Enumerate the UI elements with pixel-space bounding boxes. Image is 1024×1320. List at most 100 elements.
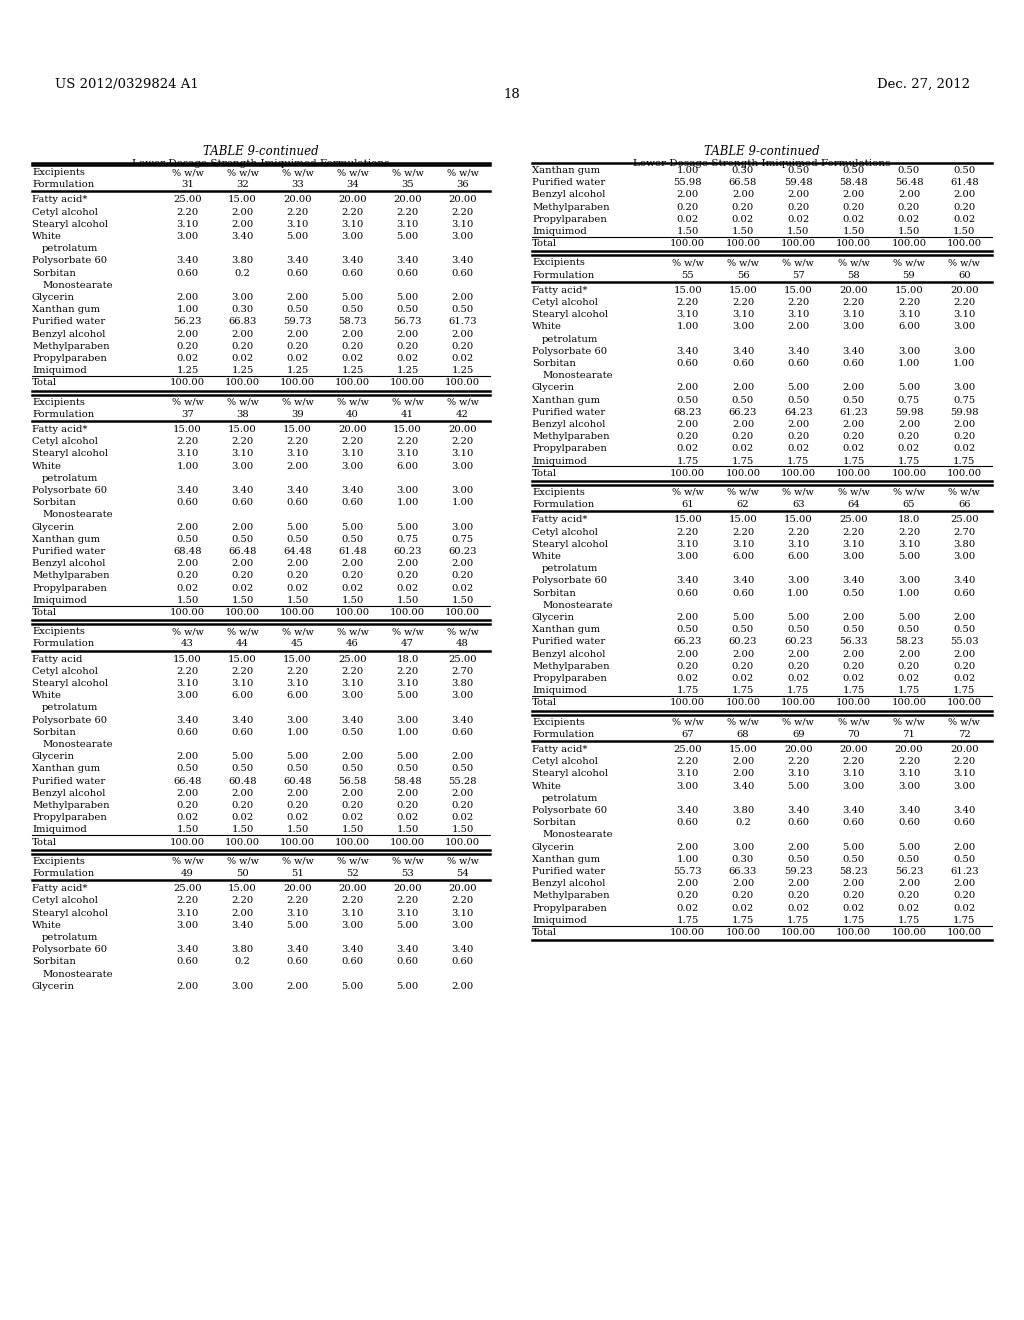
Text: 0.20: 0.20: [898, 661, 921, 671]
Text: 25.00: 25.00: [173, 195, 202, 205]
Text: 1.00: 1.00: [898, 359, 921, 368]
Text: 0.02: 0.02: [452, 354, 474, 363]
Text: Purified water: Purified water: [32, 776, 105, 785]
Text: 66.23: 66.23: [729, 408, 757, 417]
Text: Methylparaben: Methylparaben: [32, 342, 110, 351]
Text: 0.50: 0.50: [953, 855, 976, 863]
Text: petrolatum: petrolatum: [542, 564, 598, 573]
Text: 3.10: 3.10: [953, 770, 976, 779]
Text: 43: 43: [181, 639, 194, 648]
Text: 55: 55: [681, 271, 694, 280]
Text: 3.80: 3.80: [231, 256, 254, 265]
Text: 3.10: 3.10: [452, 908, 474, 917]
Text: 1.75: 1.75: [843, 457, 865, 466]
Text: 2.00: 2.00: [732, 758, 754, 766]
Text: 0.02: 0.02: [787, 904, 809, 912]
Text: 2.20: 2.20: [176, 437, 199, 446]
Text: 1.00: 1.00: [396, 498, 419, 507]
Text: 2.00: 2.00: [231, 330, 254, 339]
Text: Fatty acid*: Fatty acid*: [32, 884, 87, 894]
Text: Cetyl alcohol: Cetyl alcohol: [532, 758, 598, 766]
Text: 0.02: 0.02: [953, 675, 976, 682]
Text: 100.00: 100.00: [670, 698, 706, 708]
Text: 2.00: 2.00: [176, 560, 199, 568]
Text: 3.10: 3.10: [396, 220, 419, 228]
Text: 1.00: 1.00: [787, 589, 810, 598]
Text: 0.20: 0.20: [231, 801, 254, 810]
Text: Cetyl alcohol: Cetyl alcohol: [532, 298, 598, 308]
Text: 3.10: 3.10: [452, 220, 474, 228]
Text: 3.00: 3.00: [677, 781, 698, 791]
Text: Methylparaben: Methylparaben: [532, 661, 609, 671]
Text: 20.00: 20.00: [393, 884, 422, 894]
Text: 0.60: 0.60: [452, 727, 473, 737]
Text: 1.25: 1.25: [231, 366, 254, 375]
Text: 2.00: 2.00: [396, 560, 419, 568]
Text: 100.00: 100.00: [390, 609, 425, 616]
Text: 2.20: 2.20: [231, 437, 254, 446]
Text: 2.00: 2.00: [843, 879, 865, 888]
Text: Sorbitan: Sorbitan: [32, 268, 76, 277]
Text: 2.00: 2.00: [732, 383, 754, 392]
Text: 3.40: 3.40: [843, 347, 865, 356]
Text: 2.20: 2.20: [898, 298, 921, 308]
Text: 100.00: 100.00: [837, 469, 871, 478]
Text: 3.10: 3.10: [396, 449, 419, 458]
Text: % w/w: % w/w: [893, 718, 925, 726]
Text: Stearyl alcohol: Stearyl alcohol: [32, 678, 108, 688]
Text: 59: 59: [902, 271, 915, 280]
Text: 0.20: 0.20: [787, 432, 809, 441]
Text: 3.10: 3.10: [176, 449, 199, 458]
Text: 20.00: 20.00: [449, 195, 477, 205]
Text: Monostearate: Monostearate: [542, 830, 612, 840]
Text: 100.00: 100.00: [947, 239, 982, 248]
Text: 100.00: 100.00: [335, 838, 370, 846]
Text: 61.23: 61.23: [840, 408, 868, 417]
Text: 2.00: 2.00: [452, 789, 474, 797]
Text: 3.40: 3.40: [452, 256, 474, 265]
Text: 0.50: 0.50: [898, 855, 921, 863]
Text: 3.10: 3.10: [787, 540, 810, 549]
Text: 3.00: 3.00: [898, 577, 921, 585]
Text: 0.60: 0.60: [677, 359, 698, 368]
Text: 38: 38: [237, 409, 249, 418]
Text: 0.20: 0.20: [843, 432, 865, 441]
Text: 25.00: 25.00: [449, 655, 477, 664]
Text: 3.40: 3.40: [953, 577, 976, 585]
Text: Propylparaben: Propylparaben: [532, 215, 607, 224]
Text: 52: 52: [346, 869, 358, 878]
Text: Methylparaben: Methylparaben: [32, 572, 110, 581]
Text: % w/w: % w/w: [838, 718, 869, 726]
Text: 2.00: 2.00: [953, 842, 976, 851]
Text: Stearyl alcohol: Stearyl alcohol: [532, 310, 608, 319]
Text: 1.50: 1.50: [843, 227, 865, 236]
Text: 0.02: 0.02: [732, 904, 754, 912]
Text: 2.00: 2.00: [452, 752, 474, 762]
Text: 15.00: 15.00: [895, 286, 924, 294]
Text: 20.00: 20.00: [784, 744, 813, 754]
Text: 2.20: 2.20: [396, 437, 419, 446]
Text: 1.75: 1.75: [953, 686, 976, 696]
Text: 3.40: 3.40: [843, 577, 865, 585]
Text: 0.20: 0.20: [732, 891, 754, 900]
Text: Polysorbate 60: Polysorbate 60: [32, 715, 108, 725]
Text: 100.00: 100.00: [445, 379, 480, 387]
Text: 5.00: 5.00: [341, 293, 364, 302]
Text: 3.10: 3.10: [787, 770, 810, 779]
Text: 56.48: 56.48: [895, 178, 924, 187]
Text: 3.10: 3.10: [898, 540, 921, 549]
Text: 3.00: 3.00: [231, 293, 254, 302]
Text: 15.00: 15.00: [283, 655, 312, 664]
Text: 60: 60: [958, 271, 971, 280]
Text: 0.20: 0.20: [452, 572, 474, 581]
Text: 2.20: 2.20: [452, 896, 474, 906]
Text: 0.02: 0.02: [452, 583, 474, 593]
Text: 0.50: 0.50: [843, 626, 865, 634]
Text: 0.60: 0.60: [732, 589, 754, 598]
Text: 0.02: 0.02: [341, 354, 364, 363]
Text: Stearyl alcohol: Stearyl alcohol: [532, 770, 608, 779]
Text: 2.00: 2.00: [732, 420, 754, 429]
Text: 0.02: 0.02: [843, 904, 865, 912]
Text: White: White: [532, 781, 562, 791]
Text: Polysorbate 60: Polysorbate 60: [532, 807, 607, 814]
